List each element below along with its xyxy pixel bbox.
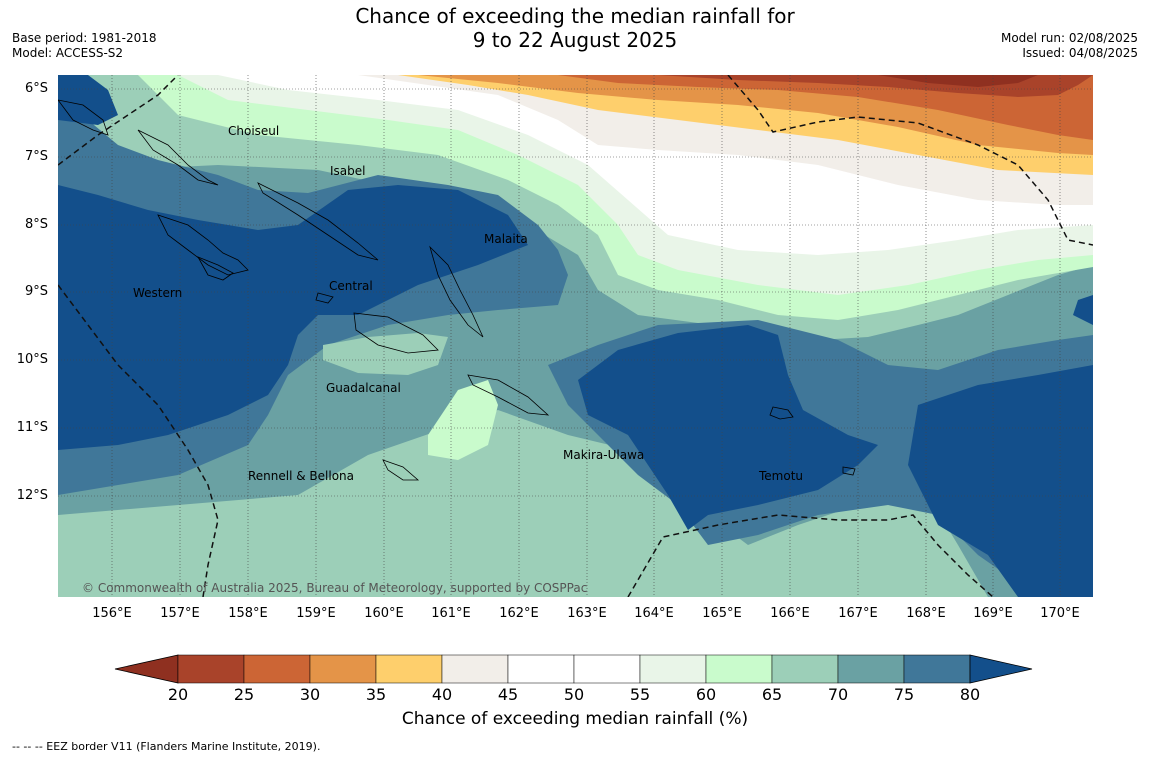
rennell-island (382, 459, 420, 481)
choiseul-island (137, 129, 219, 186)
latitude-label: 6°S (24, 81, 48, 96)
colorbar-tick-label: 65 (761, 685, 783, 704)
latitude-label: 12°S (16, 488, 48, 503)
longitude-label: 170°E (1040, 606, 1080, 621)
region-rennell-bellona: Rennell & Bellona (248, 469, 355, 483)
colorbar-segment (507, 654, 575, 684)
makira-island (467, 374, 550, 416)
colorbar (114, 654, 1033, 684)
colorbar-segment (837, 654, 905, 684)
colorbar-high-extend (969, 654, 1033, 684)
eez-border (58, 75, 1093, 597)
longitude-label: 156°E (92, 606, 132, 621)
chart-title: Chance of exceeding the median rainfall … (0, 4, 1150, 52)
colorbar-segment (573, 654, 641, 684)
colorbar-tick-label: 45 (497, 685, 519, 704)
region-temotu: Temotu (759, 469, 804, 483)
colorbar-segment (771, 654, 839, 684)
colorbar-segment (177, 654, 245, 684)
latitude-label: 9°S (24, 284, 48, 299)
colorbar-segment (705, 654, 773, 684)
rainfall-map (58, 75, 1093, 597)
region-guadalcanal: Guadalcanal (326, 381, 401, 395)
colorbar-tick-label: 55 (629, 685, 651, 704)
longitude-label: 168°E (906, 606, 946, 621)
eez-legend-note: -- -- -- EEZ border V11 (Flanders Marine… (12, 740, 321, 753)
colorbar-segment (903, 654, 971, 684)
longitude-label: 162°E (499, 606, 539, 621)
longitude-label: 164°E (634, 606, 674, 621)
longitude-label: 165°E (702, 606, 742, 621)
title-line-2: 9 to 22 August 2025 (472, 28, 678, 52)
colorbar-tick-label: 40 (431, 685, 453, 704)
longitude-label: 158°E (228, 606, 268, 621)
longitude-label: 159°E (296, 606, 336, 621)
colorbar-segment (375, 654, 443, 684)
colorbar-segment (309, 654, 377, 684)
longitude-label: 167°E (838, 606, 878, 621)
region-isabel: Isabel (330, 164, 366, 178)
colorbar-tick-label: 30 (299, 685, 321, 704)
latitude-label: 8°S (24, 217, 48, 232)
santa-cruz-island (769, 406, 794, 420)
band-above-80-edge (1073, 295, 1093, 325)
malaita-island (429, 245, 484, 338)
band-60-65-pocket (428, 380, 498, 460)
longitude-label: 161°E (431, 606, 471, 621)
colorbar-tick-label: 60 (695, 685, 717, 704)
band-65-70-pocket (323, 333, 448, 375)
base-period: Base period: 1981-2018 (12, 31, 157, 45)
latitude-label: 10°S (16, 352, 48, 367)
longitude-label: 166°E (770, 606, 810, 621)
region-western: Western (133, 286, 183, 300)
band-below-20 (878, 75, 1038, 87)
longitude-label: 163°E (567, 606, 607, 621)
longitude-label: 157°E (160, 606, 200, 621)
longitude-label: 160°E (364, 606, 404, 621)
region-central: Central (329, 279, 373, 293)
western-islets (197, 256, 234, 281)
region-choiseul: Choiseul (228, 124, 280, 138)
new-georgia-island (157, 214, 249, 276)
colorbar-label: Chance of exceeding median rainfall (%) (401, 709, 749, 729)
colorbar-tick-label: 75 (893, 685, 915, 704)
band-above-80-east (578, 325, 878, 530)
bougainville-island (58, 99, 109, 136)
colorbar-segment (243, 654, 311, 684)
graticule (58, 75, 1093, 597)
colorbar-tick-label: 35 (365, 685, 387, 704)
colorbar-tick-label: 70 (827, 685, 849, 704)
copyright-note: © Commonwealth of Australia 2025, Bureau… (82, 581, 588, 595)
band-above-80-far-east (908, 365, 1093, 597)
latitude-label: 7°S (24, 149, 48, 164)
latitude-label: 11°S (16, 420, 48, 435)
guadalcanal-island (353, 312, 439, 354)
temotu-islet (842, 466, 856, 476)
longitude-label: 169°E (973, 606, 1013, 621)
colorbar-segment (441, 654, 509, 684)
issued-date: Issued: 04/08/2025 (1022, 46, 1138, 60)
islands (58, 99, 856, 481)
colorbar-tick-label: 50 (563, 685, 585, 704)
colorbar-tick-label: 20 (167, 685, 189, 704)
model-run: Model run: 02/08/2025 (1000, 31, 1138, 45)
region-makira-ulawa: Makira-Ulawa (563, 448, 645, 462)
isabel-island (257, 182, 379, 261)
central-islet (315, 292, 334, 304)
colorbar-low-extend (114, 654, 179, 684)
colorbar-segment (639, 654, 707, 684)
model-name: Model: ACCESS-S2 (12, 46, 124, 60)
band-above-80-northwest (58, 75, 118, 125)
band-above-80-west (58, 185, 528, 450)
header-right-meta: Model run: 02/08/2025 Issued: 04/08/2025 (1001, 31, 1138, 61)
colorbar-tick-label: 25 (233, 685, 255, 704)
band-65-70-south (58, 410, 988, 597)
region-malaita: Malaita (484, 232, 528, 246)
title-line-1: Chance of exceeding the median rainfall … (355, 4, 795, 28)
header-left-meta: Base period: 1981-2018 Model: ACCESS-S2 (12, 31, 157, 61)
colorbar-tick-label: 80 (959, 685, 981, 704)
